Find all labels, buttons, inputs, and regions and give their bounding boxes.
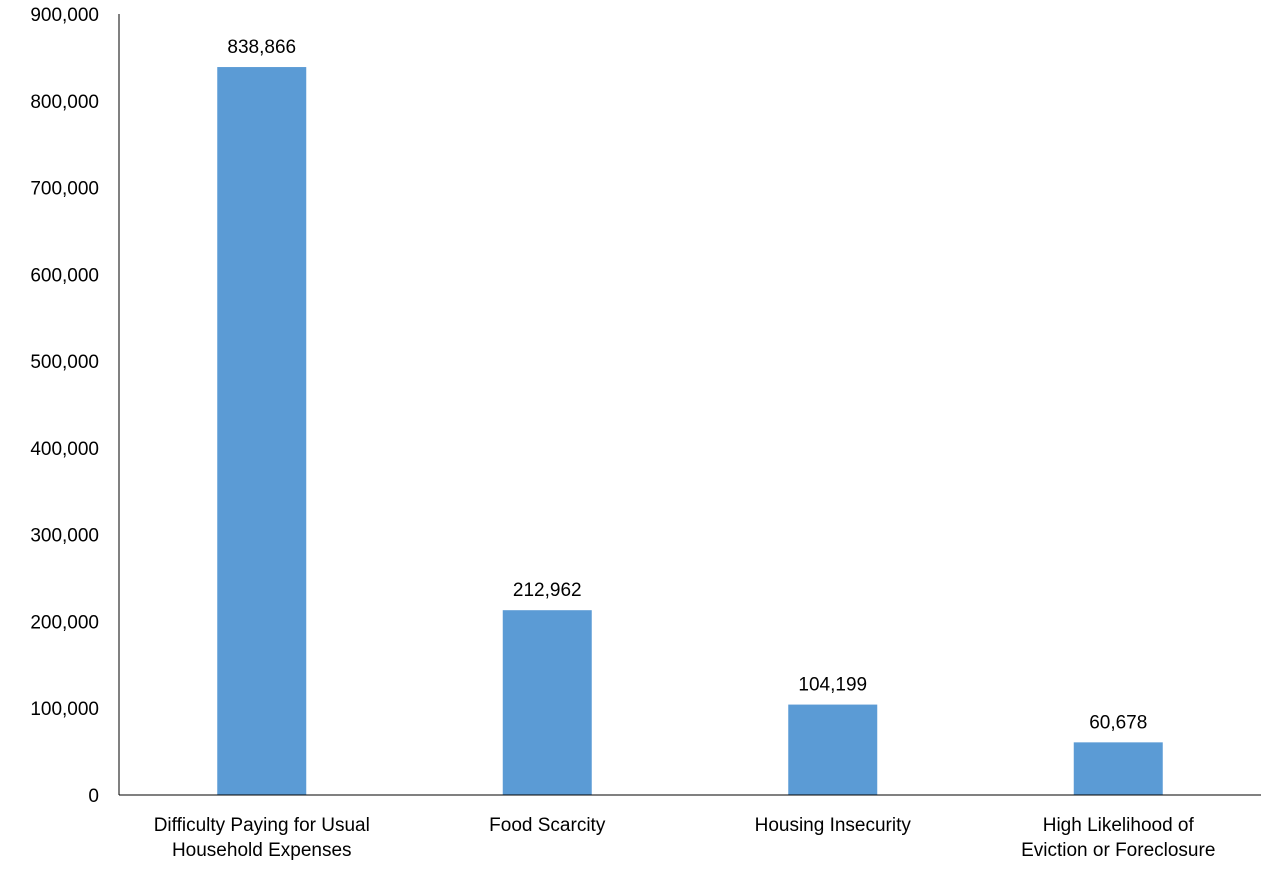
y-tick-label: 300,000 [30, 526, 99, 547]
y-tick-label: 0 [88, 786, 99, 807]
data-label: 60,678 [1089, 712, 1147, 733]
bars-group [217, 67, 1163, 796]
y-tick-label: 100,000 [30, 699, 99, 720]
y-tick-label: 400,000 [30, 439, 99, 460]
category-label: Food Scarcity [489, 815, 606, 836]
category-label: Eviction or Foreclosure [1021, 840, 1215, 861]
data-label: 212,962 [513, 580, 582, 601]
category-label: Difficulty Paying for Usual [154, 815, 370, 836]
category-label: Housing Insecurity [755, 815, 912, 836]
data-labels-group: 838,866 212,962 104,199 60,678 [227, 37, 1147, 733]
bar [1073, 742, 1163, 795]
bar [788, 704, 878, 795]
axes-group [118, 14, 1261, 796]
data-label: 838,866 [227, 37, 296, 58]
category-label: Household Expenses [172, 840, 352, 861]
y-tick-label: 900,000 [30, 5, 99, 26]
y-tick-label: 700,000 [30, 179, 99, 200]
bar [217, 67, 307, 796]
bar [502, 610, 592, 795]
y-tick-label: 200,000 [30, 612, 99, 633]
y-axis-ticks: 0 100,000 200,000 300,000 400,000 500,000 600,… [30, 5, 99, 807]
data-label: 104,199 [798, 675, 867, 696]
category-label: High Likelihood of [1043, 815, 1195, 836]
y-tick-label: 800,000 [30, 92, 99, 113]
y-tick-label: 600,000 [30, 265, 99, 286]
y-tick-label: 500,000 [30, 352, 99, 373]
category-labels-group: Difficulty Paying for Usual Household Exp… [154, 815, 1216, 861]
